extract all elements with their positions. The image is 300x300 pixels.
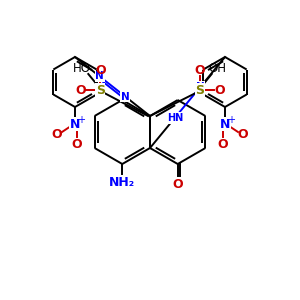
Text: OH: OH [209, 61, 227, 74]
Text: N: N [220, 118, 230, 130]
Text: O: O [52, 128, 62, 142]
Text: S: S [195, 83, 204, 97]
Text: O: O [194, 64, 205, 77]
Text: O: O [75, 83, 86, 97]
Text: +: + [227, 115, 235, 125]
Text: O: O [214, 83, 225, 97]
Text: NH₂: NH₂ [109, 176, 135, 188]
Text: S: S [96, 83, 105, 97]
Text: N: N [95, 71, 104, 82]
Text: N: N [196, 82, 205, 92]
Text: N: N [70, 118, 80, 130]
Text: +: + [77, 115, 85, 125]
Text: O: O [218, 137, 228, 151]
Text: O: O [95, 64, 106, 77]
Text: O: O [172, 178, 183, 190]
Text: N: N [121, 92, 130, 101]
Text: O: O [238, 128, 248, 142]
Text: HN: HN [167, 113, 183, 123]
Text: HO: HO [73, 61, 91, 74]
Text: O: O [72, 137, 82, 151]
